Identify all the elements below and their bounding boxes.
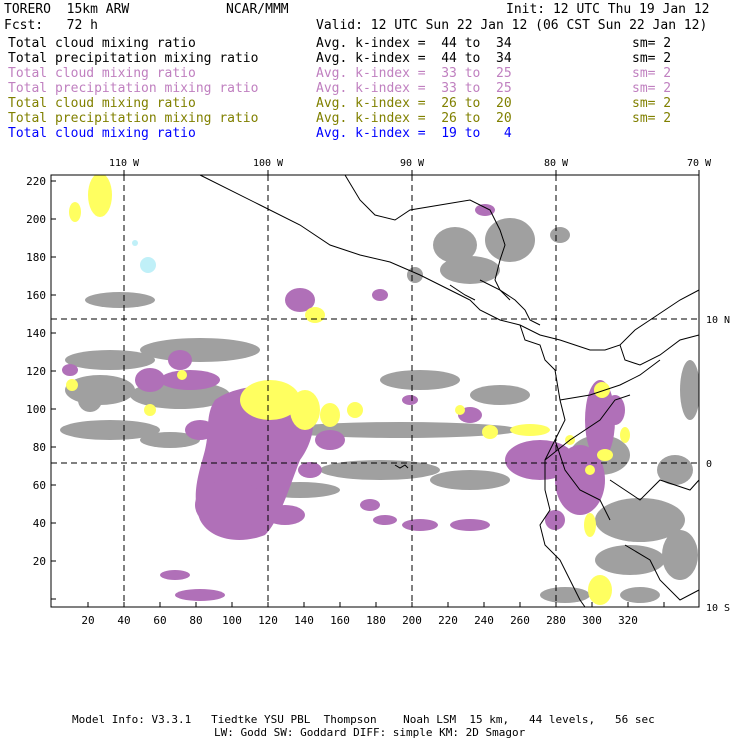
legend-sm: sm= 2	[632, 111, 672, 126]
legend-row: Total precipitation mixing ratio Avg. k-…	[0, 81, 740, 96]
legend-row: Total cloud mixing ratio Avg. k-index = …	[0, 66, 740, 81]
x-tick-label: 180	[366, 614, 386, 627]
x-tick-label: 80	[189, 614, 202, 627]
forecast-hour: Fcst: 72 h	[4, 18, 98, 33]
x-tick-label: 60	[153, 614, 166, 627]
map-frame	[50, 174, 700, 608]
legend-sm: sm= 2	[632, 66, 672, 81]
x-tick-label: 120	[258, 614, 278, 627]
top-axis-labels: 110 W 100 W 90 W 80 W 70 W	[109, 158, 712, 169]
y-tick-label: 220	[26, 175, 46, 188]
legend-avg: Avg. k-index = 19 to 4	[316, 126, 512, 141]
legend-field: Total precipitation mixing ratio	[8, 81, 259, 96]
legend-field: Total cloud mixing ratio	[8, 126, 196, 141]
init-time: Init: 12 UTC Thu 19 Jan 12	[506, 2, 710, 17]
legend-row: Total cloud mixing ratio Avg. k-index = …	[0, 96, 740, 111]
legend-avg: Avg. k-index = 44 to 34	[316, 51, 512, 66]
legend-avg: Avg. k-index = 33 to 25	[316, 81, 512, 96]
top-axis-label: 90 W	[400, 158, 425, 169]
y-tick-label: 60	[33, 479, 46, 492]
y-tick-label: 100	[26, 403, 46, 416]
legend-avg: Avg. k-index = 33 to 25	[316, 66, 512, 81]
left-axis-ticks	[51, 180, 56, 600]
top-axis-label: 100 W	[253, 158, 284, 169]
legend-avg: Avg. k-index = 26 to 20	[316, 96, 512, 111]
top-axis-label: 80 W	[544, 158, 569, 169]
model-info-line: Model Info: V3.3.1 Tiedtke YSU PBL Thomp…	[72, 713, 655, 726]
legend-avg: Avg. k-index = 44 to 34	[316, 36, 512, 51]
legend-field: Total cloud mixing ratio	[8, 96, 196, 111]
y-tick-label: 180	[26, 251, 46, 264]
legend-row: Total cloud mixing ratio Avg. k-index = …	[0, 126, 740, 141]
legend-avg: Avg. k-index = 26 to 20	[316, 111, 512, 126]
x-tick-label: 320	[618, 614, 638, 627]
top-axis-label: 70 W	[687, 158, 712, 169]
x-tick-label: 100	[222, 614, 242, 627]
legend-sm: sm= 2	[632, 96, 672, 111]
legend: Total cloud mixing ratio Avg. k-index = …	[0, 36, 740, 144]
x-tick-label: 20	[81, 614, 94, 627]
x-tick-label: 40	[117, 614, 130, 627]
left-tick-labels: 220 200 180 160 140 120 100 80 60 40 20	[26, 175, 46, 568]
y-tick-label: 160	[26, 289, 46, 302]
x-tick-label: 140	[294, 614, 314, 627]
legend-sm: sm= 2	[632, 51, 672, 66]
legend-row: Total cloud mixing ratio Avg. k-index = …	[0, 36, 740, 51]
y-tick-label: 200	[26, 213, 46, 226]
cloud-yellow-layer	[66, 175, 630, 605]
cloud-blue-layer	[132, 240, 156, 273]
x-tick-label: 300	[582, 614, 602, 627]
legend-field: Total cloud mixing ratio	[8, 36, 196, 51]
organization-label: NCAR/MMM	[226, 2, 289, 17]
y-tick-label: 80	[33, 441, 46, 454]
legend-sm: sm= 2	[632, 36, 672, 51]
legend-field: Total precipitation mixing ratio	[8, 51, 259, 66]
grid-lines	[51, 175, 699, 607]
physics-info-line: LW: Godd SW: Goddard DIFF: simple KM: 2D…	[214, 726, 526, 739]
model-title: TORERO 15km ARW	[4, 2, 130, 17]
field-layers	[60, 175, 699, 605]
x-tick-label: 200	[402, 614, 422, 627]
legend-field: Total cloud mixing ratio	[8, 66, 196, 81]
x-tick-label: 280	[546, 614, 566, 627]
x-tick-label: 220	[438, 614, 458, 627]
y-tick-label: 140	[26, 327, 46, 340]
bottom-tick-labels: 20 40 60 80 100 120 140 160 180 200 220 …	[81, 614, 638, 627]
right-axis-label: 0	[706, 459, 712, 470]
valid-time: Valid: 12 UTC Sun 22 Jan 12 (06 CST Sun …	[316, 18, 708, 33]
legend-row: Total precipitation mixing ratio Avg. k-…	[0, 51, 740, 66]
right-axis-label: 10 N	[706, 315, 730, 326]
y-tick-label: 20	[33, 555, 46, 568]
y-tick-label: 120	[26, 365, 46, 378]
coastlines	[199, 174, 700, 608]
x-tick-label: 240	[474, 614, 494, 627]
right-axis-labels: 10 N 0 10 S	[706, 315, 730, 614]
right-axis-label: 10 S	[706, 603, 730, 614]
legend-sm: sm= 2	[632, 81, 672, 96]
x-tick-label: 160	[330, 614, 350, 627]
x-tick-label: 260	[510, 614, 530, 627]
y-tick-label: 40	[33, 517, 46, 530]
top-axis-label: 110 W	[109, 158, 140, 169]
legend-field: Total precipitation mixing ratio	[8, 111, 259, 126]
bottom-axis-ticks	[87, 602, 665, 607]
top-axis-ticks	[123, 170, 700, 175]
legend-row: Total precipitation mixing ratio Avg. k-…	[0, 111, 740, 126]
